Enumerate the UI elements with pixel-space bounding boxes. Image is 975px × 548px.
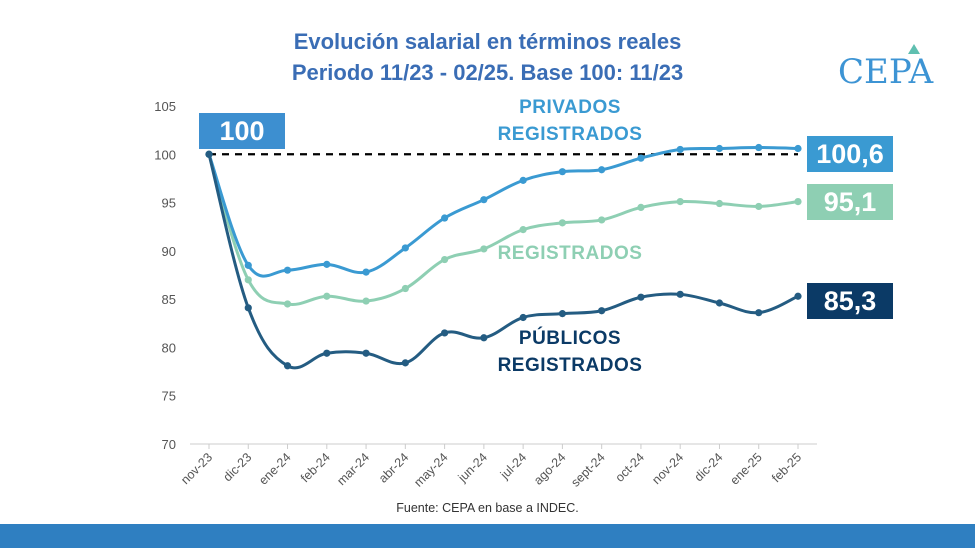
data-point-registrados — [362, 297, 370, 305]
data-point-privados — [637, 154, 645, 162]
data-point-privados — [676, 145, 684, 154]
x-tick-label: dic-23 — [220, 450, 254, 484]
data-point-registrados — [519, 226, 527, 234]
x-tick-label: mar-24 — [334, 450, 372, 488]
x-tick-label: sept-24 — [568, 450, 607, 489]
logo-leaf-icon — [908, 44, 920, 54]
chart-title-block: Evolución salarial en términos reales Pe… — [0, 26, 975, 88]
x-tick-label: jun-24 — [455, 450, 490, 485]
y-tick-label: 105 — [154, 99, 176, 114]
data-point-registrados — [323, 292, 331, 300]
data-point-privados — [480, 196, 488, 204]
series-line-registrados — [207, 152, 800, 307]
data-point-publicos — [205, 150, 213, 158]
series-label-line: REGISTRADOS — [497, 355, 643, 376]
x-tick-label: jul-24 — [497, 450, 529, 482]
data-point-privados — [362, 268, 370, 276]
series-label-registrados: REGISTRADOS — [480, 240, 660, 267]
end-badge-publicos: 85,3 — [807, 283, 893, 319]
x-tick-label: nov-23 — [178, 450, 215, 487]
data-point-registrados — [283, 300, 292, 308]
data-point-registrados — [755, 202, 763, 211]
data-point-privados — [441, 214, 449, 222]
series-label-publicos: PÚBLICOS REGISTRADOS — [480, 325, 660, 379]
data-point-publicos — [715, 299, 724, 307]
footer-bar — [0, 524, 975, 548]
x-tick-label: ene-25 — [727, 450, 764, 487]
y-tick-label: 100 — [154, 147, 176, 162]
x-tick-label: ene-24 — [256, 450, 293, 487]
data-point-publicos — [598, 307, 606, 315]
data-point-registrados — [598, 216, 606, 224]
x-tick-label: abr-24 — [376, 450, 411, 485]
start-value-badge: 100 — [199, 113, 285, 149]
data-point-publicos — [323, 349, 331, 357]
data-point-privados — [283, 266, 292, 274]
data-point-publicos — [637, 293, 645, 301]
data-point-privados — [794, 144, 802, 153]
data-point-publicos — [401, 359, 409, 367]
y-tick-label: 95 — [162, 196, 176, 211]
data-point-publicos — [480, 334, 488, 342]
data-point-registrados — [401, 284, 409, 293]
data-point-privados — [558, 168, 567, 176]
data-point-registrados — [244, 276, 252, 284]
cepa-logo: CEPA — [838, 52, 934, 92]
data-point-publicos — [794, 292, 802, 300]
y-tick-label: 90 — [162, 244, 176, 259]
data-point-publicos — [441, 329, 449, 337]
x-tick-label: feb-24 — [298, 450, 333, 485]
series-label-line: PÚBLICOS — [518, 328, 622, 349]
data-point-privados — [244, 261, 252, 269]
x-tick-label: nov-24 — [649, 450, 686, 487]
data-point-privados — [323, 260, 331, 268]
data-point-publicos — [558, 310, 567, 318]
data-point-publicos — [755, 309, 763, 317]
chart-title: Evolución salarial en términos reales — [293, 29, 682, 54]
data-point-publicos — [676, 290, 684, 298]
data-point-registrados — [480, 245, 488, 253]
end-badge-registrados: 95,1 — [807, 184, 893, 220]
data-point-registrados — [441, 255, 449, 264]
x-tick-label: oct-24 — [613, 450, 647, 484]
data-point-registrados — [794, 198, 802, 206]
data-point-privados — [519, 176, 527, 184]
data-point-privados — [598, 166, 606, 174]
data-point-registrados — [558, 219, 567, 227]
data-point-publicos — [244, 304, 252, 312]
y-tick-label: 75 — [162, 389, 176, 404]
data-point-registrados — [637, 203, 645, 211]
data-point-privados — [715, 144, 724, 153]
y-tick-label: 70 — [162, 437, 176, 452]
x-tick-label: ago-24 — [531, 450, 568, 487]
series-label-privados: PRIVADOS REGISTRADOS — [480, 94, 660, 148]
data-point-publicos — [283, 362, 292, 370]
x-tick-label: dic-24 — [692, 450, 726, 484]
series-label-line: PRIVADOS — [519, 97, 621, 118]
y-tick-label: 85 — [162, 292, 176, 307]
data-point-registrados — [676, 198, 684, 206]
data-point-publicos — [362, 349, 370, 357]
end-badge-privados: 100,6 — [807, 136, 893, 172]
series-line-privados — [207, 146, 800, 278]
series-label-line: REGISTRADOS — [497, 243, 643, 264]
chart-subtitle: Periodo 11/23 - 02/25. Base 100: 11/23 — [291, 60, 684, 85]
data-point-publicos — [519, 313, 527, 322]
data-point-registrados — [715, 199, 724, 208]
source-note: Fuente: CEPA en base a INDEC. — [396, 501, 579, 515]
data-point-privados — [401, 244, 409, 252]
series-label-line: REGISTRADOS — [497, 124, 643, 145]
y-tick-label: 80 — [162, 340, 176, 355]
x-tick-label: may-24 — [411, 450, 450, 489]
x-tick-label: feb-25 — [769, 450, 804, 485]
data-point-privados — [755, 143, 763, 152]
